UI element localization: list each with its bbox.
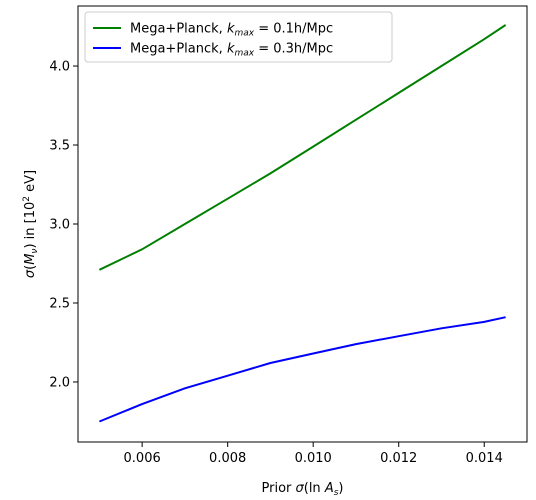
- y-axis-ticks: 2.0 2.5 3.0 3.5 4.0: [49, 60, 78, 390]
- series-lines: [98, 24, 507, 423]
- x-tick-label: 0.006: [124, 451, 161, 466]
- y-tick-label: 3.5: [49, 139, 70, 154]
- x-axis-label: Prior σ(ln As): [262, 481, 344, 498]
- plot-frame: [77, 5, 528, 443]
- y-tick-label: 4.0: [49, 60, 70, 75]
- x-tick-label: 0.014: [466, 451, 503, 466]
- legend-label-series-1: Mega+Planck, kmax = 0.3h/Mpc: [130, 42, 333, 59]
- legend-box: [84, 11, 393, 63]
- legend: Mega+Planck, kmax = 0.1h/Mpc Mega+Planck…: [84, 11, 393, 63]
- x-tick-label: 0.010: [295, 451, 332, 466]
- series-line-1: [99, 316, 506, 423]
- y-tick-label: 2.0: [49, 375, 70, 390]
- y-tick-label: 2.5: [49, 296, 70, 311]
- x-axis-ticks: 0.006 0.008 0.010 0.012 0.014: [124, 442, 503, 466]
- x-tick-label: 0.012: [380, 451, 417, 466]
- y-axis-label: σ(Mν) in [102 eV]: [22, 170, 40, 278]
- x-tick-label: 0.008: [209, 451, 246, 466]
- series-line-0: [98, 24, 507, 271]
- legend-label-series-0: Mega+Planck, kmax = 0.1h/Mpc: [130, 22, 333, 39]
- y-tick-label: 3.0: [49, 218, 70, 233]
